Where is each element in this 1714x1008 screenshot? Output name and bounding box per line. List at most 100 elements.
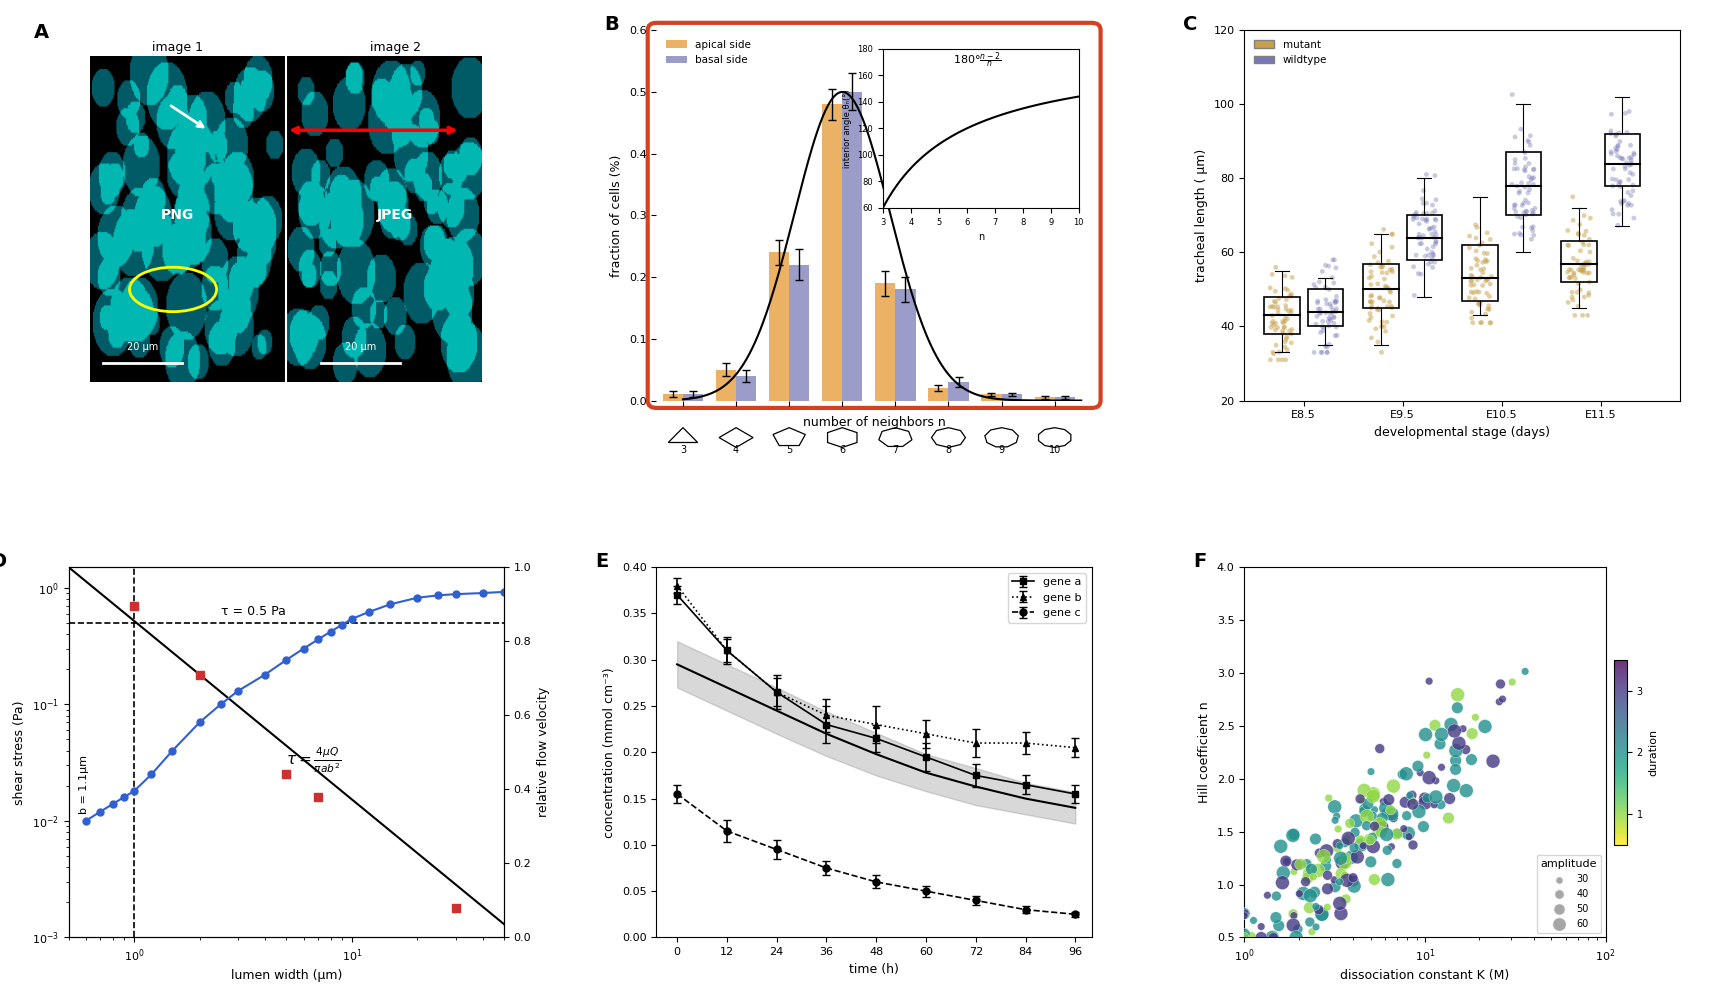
Bar <box>1561 241 1596 282</box>
Point <box>1498 87 1525 103</box>
Point <box>1606 178 1633 195</box>
Point <box>1565 298 1592 314</box>
Point <box>1455 228 1483 244</box>
Point <box>1599 161 1627 177</box>
Point <box>1558 284 1585 300</box>
Point <box>1359 839 1387 855</box>
Text: JPEG: JPEG <box>377 209 413 223</box>
Point <box>1304 294 1332 310</box>
Point <box>1477 268 1505 284</box>
Point <box>1364 301 1392 318</box>
Point <box>1565 226 1592 242</box>
Point <box>1378 839 1405 855</box>
Point <box>1397 787 1424 803</box>
Point <box>1385 826 1412 842</box>
Point <box>1311 257 1339 273</box>
Point <box>1436 790 1464 806</box>
Point <box>1435 810 1462 827</box>
Point <box>1318 270 1345 286</box>
Y-axis label: Hill coefficient n: Hill coefficient n <box>1198 702 1212 803</box>
Point <box>1400 287 1428 303</box>
Point <box>1258 307 1286 324</box>
Point <box>1357 268 1385 284</box>
Point <box>1567 217 1594 233</box>
Point <box>1306 274 1333 290</box>
Point <box>1315 281 1342 297</box>
Point <box>1618 198 1645 214</box>
Point <box>1472 254 1500 270</box>
Point <box>1409 228 1436 244</box>
Point <box>1270 865 1297 881</box>
Bar <box>982 394 1001 400</box>
Point <box>1274 282 1301 298</box>
Point <box>1301 831 1328 847</box>
Text: τ = 0.5 Pa: τ = 0.5 Pa <box>221 605 286 618</box>
Point <box>1274 331 1301 347</box>
Point <box>1407 266 1435 282</box>
Point <box>1309 320 1337 336</box>
Point <box>1327 895 1354 911</box>
Point <box>1315 852 1342 868</box>
Point <box>1604 148 1632 164</box>
Point <box>1357 236 1385 252</box>
Point <box>442 899 470 915</box>
Point <box>1296 914 1323 930</box>
Point <box>1520 169 1548 185</box>
Point <box>1299 869 1327 885</box>
Point <box>1320 309 1347 326</box>
Point <box>1512 179 1539 196</box>
Point <box>1315 337 1342 353</box>
Point <box>1575 274 1603 290</box>
Text: 4: 4 <box>734 445 739 455</box>
Point <box>1412 196 1440 212</box>
Point <box>1272 339 1299 355</box>
Point <box>1369 818 1397 835</box>
Point <box>1618 156 1645 172</box>
Point <box>1443 686 1471 703</box>
Point <box>1282 929 1309 946</box>
Point <box>1311 339 1339 355</box>
Point <box>1616 164 1644 180</box>
Point <box>1412 212 1440 228</box>
Point <box>1376 283 1404 299</box>
Point <box>1510 161 1537 177</box>
Point <box>1404 758 1431 774</box>
Point <box>1342 812 1369 829</box>
Text: 7: 7 <box>893 445 898 455</box>
Point <box>1459 726 1486 742</box>
Point <box>1359 294 1387 310</box>
Point <box>1402 205 1429 221</box>
Point <box>1412 166 1440 182</box>
Point <box>1503 160 1531 176</box>
Point <box>1376 284 1404 300</box>
Polygon shape <box>1039 427 1071 448</box>
Point <box>1315 867 1342 883</box>
Point <box>1356 832 1383 848</box>
Point <box>1248 918 1275 934</box>
Point <box>1356 305 1383 322</box>
Text: 5: 5 <box>787 445 792 455</box>
Point <box>1380 809 1407 826</box>
Point <box>1277 287 1304 303</box>
Point <box>1359 830 1387 846</box>
Point <box>1414 211 1441 227</box>
Point <box>1320 872 1347 888</box>
Point <box>1507 210 1534 226</box>
Point <box>1361 818 1388 835</box>
Point <box>1558 262 1585 278</box>
Point <box>1344 849 1371 865</box>
Point <box>1405 265 1433 281</box>
Point <box>1294 865 1321 881</box>
Point <box>1366 816 1393 833</box>
Point <box>1519 206 1546 222</box>
Point <box>1611 193 1639 209</box>
Point <box>1231 929 1258 946</box>
Point <box>1469 235 1496 251</box>
Legend: gene a, gene b, gene c: gene a, gene b, gene c <box>1008 573 1087 623</box>
Point <box>1315 790 1342 806</box>
Point <box>1308 345 1335 361</box>
Point <box>1392 766 1419 782</box>
Point <box>1357 298 1385 314</box>
Point <box>1462 283 1489 299</box>
Point <box>1486 694 1513 710</box>
